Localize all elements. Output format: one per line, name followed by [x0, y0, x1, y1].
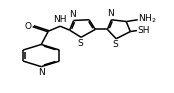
Text: S: S	[78, 39, 83, 48]
Text: O: O	[25, 22, 32, 31]
Text: N: N	[69, 10, 76, 19]
Text: NH$_2$: NH$_2$	[138, 13, 157, 25]
Text: N: N	[38, 68, 45, 77]
Text: NH: NH	[53, 15, 67, 24]
Text: SH: SH	[138, 26, 150, 35]
Text: N: N	[107, 9, 113, 19]
Text: S: S	[113, 40, 118, 49]
